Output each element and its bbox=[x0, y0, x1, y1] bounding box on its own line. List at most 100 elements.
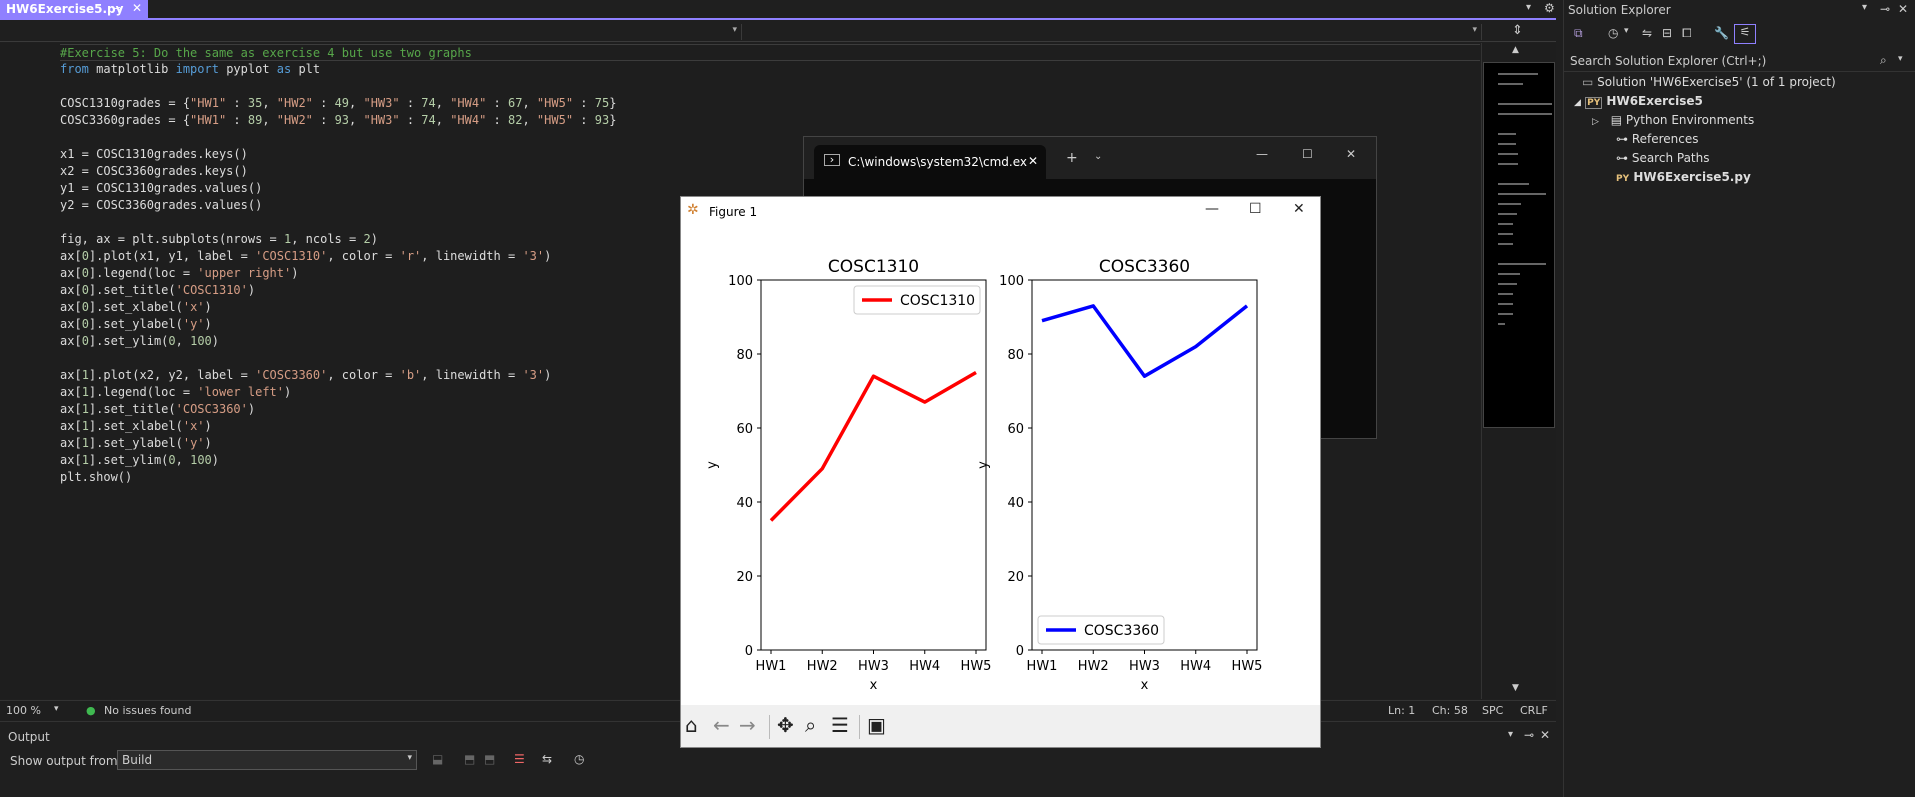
home-icon[interactable]: ⌂ bbox=[685, 713, 698, 737]
zoom-icon[interactable]: ⌕ bbox=[805, 713, 817, 737]
figure-title-bar[interactable]: ✲ Figure 1 — ☐ ✕ bbox=[681, 197, 1320, 227]
word-wrap-icon[interactable]: ⇆ bbox=[542, 752, 553, 766]
figure-window[interactable]: ✲ Figure 1 — ☐ ✕ COSC1310 0 20 40 60 80 100 HW1… bbox=[680, 196, 1321, 748]
back-arrow-icon[interactable]: ← bbox=[713, 713, 730, 737]
history-icon[interactable]: ◷ bbox=[1608, 26, 1619, 40]
save-icon[interactable]: ▣ bbox=[867, 713, 886, 737]
code-line[interactable]: x1 = COSC1310grades.keys() bbox=[60, 146, 248, 163]
code-token: 'x' bbox=[182, 300, 205, 314]
output-source-dropdown[interactable]: Build ▾ bbox=[117, 750, 417, 770]
tree-item-label: Python Environments bbox=[1625, 113, 1755, 127]
tab-hw6exercise5[interactable]: HW6Exercise5.py ⊸ ✕ bbox=[0, 0, 148, 20]
scope-dropdown[interactable]: ▾ bbox=[0, 24, 742, 40]
pan-icon[interactable]: ✥ bbox=[777, 713, 794, 737]
minimize-icon[interactable]: — bbox=[1256, 147, 1268, 161]
code-line[interactable]: ax[1].legend(loc = 'lower left') bbox=[60, 384, 291, 401]
wrench-icon[interactable]: 🔧 bbox=[1714, 26, 1729, 40]
clear-all-icon[interactable]: ☰ bbox=[514, 752, 525, 766]
maximize-icon[interactable]: ☐ bbox=[1302, 147, 1313, 161]
minimap-line bbox=[1498, 183, 1529, 185]
chevron-down-icon[interactable]: ▾ bbox=[1898, 54, 1903, 64]
cmd-title-bar[interactable]: › C:\windows\system32\cmd.ex ✕ + ⌄ — ☐ ✕ bbox=[804, 137, 1376, 179]
code-line[interactable]: x2 = COSC3360grades.keys() bbox=[60, 163, 248, 180]
code-line[interactable]: ax[0].legend(loc = 'upper right') bbox=[60, 265, 298, 282]
tree-item-search-paths[interactable]: ⊶ Search Paths bbox=[1616, 149, 1709, 167]
project-node[interactable]: ◢ PY HW6Exercise5 bbox=[1574, 92, 1703, 110]
scroll-down-icon[interactable]: ▼ bbox=[1512, 683, 1519, 693]
split-editor-icon[interactable]: ⇕ bbox=[1512, 23, 1523, 38]
solution-search[interactable]: Search Solution Explorer (Ctrl+;) ⌕ ▾ bbox=[1564, 50, 1915, 72]
solution-node[interactable]: ▭ Solution 'HW6Exercise5' (1 of 1 projec… bbox=[1582, 73, 1836, 91]
code-line[interactable]: COSC1310grades = {"HW1" : 35, "HW2" : 49… bbox=[60, 95, 616, 112]
minimap-line bbox=[1498, 323, 1505, 325]
code-line[interactable]: from matplotlib import pyplot as plt bbox=[60, 61, 320, 78]
issues-status[interactable]: No issues found bbox=[104, 704, 192, 717]
search-input[interactable]: Search Solution Explorer (Ctrl+;) bbox=[1570, 54, 1767, 68]
tab-overflow-icon[interactable]: ▾ bbox=[1526, 2, 1532, 13]
new-tab-icon[interactable]: + bbox=[1066, 150, 1078, 166]
line-endings[interactable]: CRLF bbox=[1520, 704, 1548, 717]
settings-gear-icon[interactable]: ⚙ bbox=[1544, 1, 1555, 15]
tree-item-python-environments[interactable]: ▷ ▤ Python Environments bbox=[1592, 111, 1754, 129]
minimap[interactable] bbox=[1483, 62, 1555, 428]
x-tick-label: HW2 bbox=[1078, 659, 1109, 674]
code-line[interactable]: ax[0].set_xlabel('x') bbox=[60, 299, 212, 316]
code-line[interactable]: ax[1].set_ylim(0, 100) bbox=[60, 452, 219, 469]
panel-menu-icon[interactable]: ▾ bbox=[1508, 729, 1514, 740]
code-line[interactable]: fig, ax = plt.subplots(nrows = 1, ncols … bbox=[60, 231, 378, 248]
pin-icon[interactable]: ⊸ bbox=[112, 2, 122, 15]
next-message-icon[interactable]: ⬒ bbox=[484, 752, 496, 766]
show-all-icon[interactable]: ⧠ bbox=[1682, 26, 1692, 40]
chevron-down-icon[interactable]: ⌄ bbox=[1094, 151, 1103, 162]
code-line[interactable]: #Exercise 5: Do the same as exercise 4 b… bbox=[60, 44, 1480, 61]
zoom-level[interactable]: 100 % bbox=[6, 704, 41, 717]
minimize-icon[interactable]: — bbox=[1205, 201, 1219, 217]
chevron-down-icon[interactable]: ▾ bbox=[54, 704, 59, 714]
code-line[interactable]: ax[0].set_ylabel('y') bbox=[60, 316, 212, 333]
code-line[interactable]: COSC3360grades = {"HW1" : 89, "HW2" : 93… bbox=[60, 112, 616, 129]
code-line[interactable]: plt.show() bbox=[60, 469, 132, 486]
pin-icon[interactable]: ⊸ bbox=[1880, 2, 1891, 16]
close-icon[interactable]: ✕ bbox=[1293, 201, 1305, 217]
forward-arrow-icon[interactable]: → bbox=[739, 713, 756, 737]
code-line[interactable]: ax[0].plot(x1, y1, label = 'COSC1310', c… bbox=[60, 248, 551, 265]
close-icon[interactable]: ✕ bbox=[1898, 2, 1909, 16]
preview-icon[interactable]: ⚟ bbox=[1734, 24, 1756, 44]
code-token: ax[ bbox=[60, 266, 82, 280]
scroll-up-icon[interactable]: ▲ bbox=[1512, 45, 1519, 55]
maximize-icon[interactable]: ☐ bbox=[1249, 201, 1262, 217]
close-icon[interactable]: ✕ bbox=[1028, 154, 1039, 168]
find-message-icon[interactable]: ⬓ bbox=[432, 752, 444, 766]
indent-mode[interactable]: SPC bbox=[1482, 704, 1504, 717]
tree-item-references[interactable]: ⊶ References bbox=[1616, 130, 1699, 148]
sync-icon[interactable]: ⇋ bbox=[1642, 26, 1653, 40]
code-line[interactable]: ax[0].set_title('COSC1310') bbox=[60, 282, 255, 299]
code-line[interactable]: ax[1].plot(x2, y2, label = 'COSC3360', c… bbox=[60, 367, 551, 384]
subplots-config-icon[interactable]: ☰ bbox=[831, 713, 849, 737]
code-line[interactable]: ax[1].set_xlabel('x') bbox=[60, 418, 212, 435]
collapse-icon[interactable]: ⊟ bbox=[1662, 26, 1673, 40]
code-token: "HW2" bbox=[276, 96, 313, 110]
code-line[interactable]: y1 = COSC1310grades.values() bbox=[60, 180, 262, 197]
clock-icon[interactable]: ◷ bbox=[574, 752, 585, 766]
code-token: 'b' bbox=[399, 368, 422, 382]
minimap-line bbox=[1498, 83, 1523, 85]
close-icon[interactable]: ✕ bbox=[1346, 147, 1357, 161]
code-line[interactable]: ax[0].set_ylim(0, 100) bbox=[60, 333, 219, 350]
code-token: , bbox=[349, 113, 364, 127]
vs-icon[interactable]: ⧉ bbox=[1574, 26, 1583, 40]
close-icon[interactable]: ✕ bbox=[1540, 728, 1551, 742]
chevron-down-icon: ▾ bbox=[407, 753, 412, 763]
prev-message-icon[interactable]: ⬒ bbox=[464, 752, 476, 766]
cmd-tab[interactable]: › C:\windows\system32\cmd.ex ✕ bbox=[814, 145, 1046, 179]
search-icon[interactable]: ⌕ bbox=[1880, 53, 1887, 67]
code-line[interactable]: ax[1].set_title('COSC3360') bbox=[60, 401, 255, 418]
tree-item-file[interactable]: PY HW6Exercise5.py bbox=[1616, 168, 1751, 186]
panel-menu-icon[interactable]: ▾ bbox=[1862, 2, 1868, 13]
code-line[interactable]: y2 = COSC3360grades.values() bbox=[60, 197, 262, 214]
chevron-down-icon[interactable]: ▾ bbox=[1624, 26, 1629, 36]
member-dropdown[interactable]: ▾ bbox=[744, 24, 1482, 40]
pin-icon[interactable]: ⊸ bbox=[1524, 728, 1535, 742]
close-tab-icon[interactable]: ✕ bbox=[132, 1, 143, 15]
code-line[interactable]: ax[1].set_ylabel('y') bbox=[60, 435, 212, 452]
